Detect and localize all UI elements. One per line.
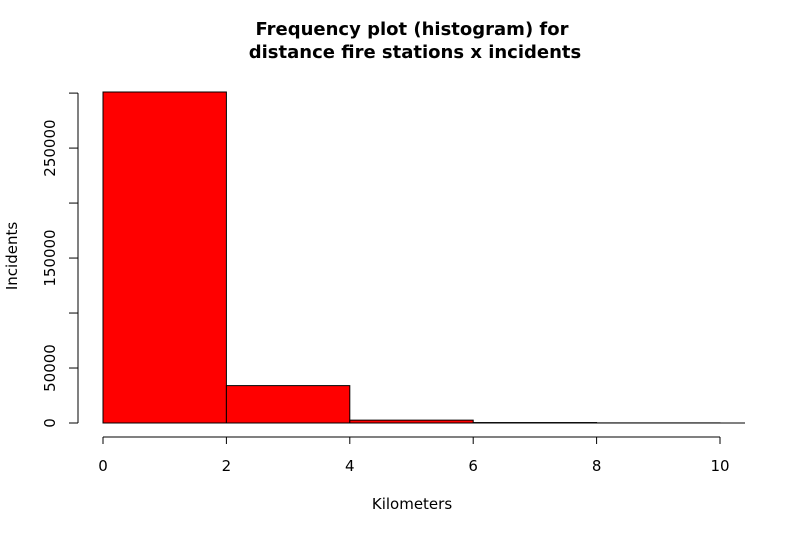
x-axis-label: Kilometers — [372, 495, 452, 513]
x-axis: 0 2 4 6 8 10 — [98, 436, 730, 475]
chart-title-line-2: distance fire stations x incidents — [249, 42, 582, 63]
x-tick-label: 4 — [345, 457, 355, 475]
chart-title-line-1: Frequency plot (histogram) for — [255, 19, 568, 40]
histogram-bar — [225, 385, 351, 424]
x-tick-label: 0 — [98, 457, 108, 475]
y-axis: 0 50000 150000 250000 — [41, 92, 79, 428]
x-tick-label: 10 — [710, 457, 729, 475]
histogram-bar — [102, 91, 227, 424]
histogram-bars — [102, 91, 721, 424]
y-tick-label: 0 — [41, 418, 59, 428]
x-tick-label: 6 — [468, 457, 478, 475]
y-tick-label: 50000 — [41, 344, 59, 392]
y-axis-label: Incidents — [3, 222, 21, 290]
x-tick-label: 8 — [592, 457, 602, 475]
x-tick-label: 2 — [222, 457, 232, 475]
chart-title: Frequency plot (histogram) for distance … — [249, 19, 582, 63]
y-tick-label: 150000 — [41, 229, 59, 286]
y-tick-label: 250000 — [41, 119, 59, 176]
